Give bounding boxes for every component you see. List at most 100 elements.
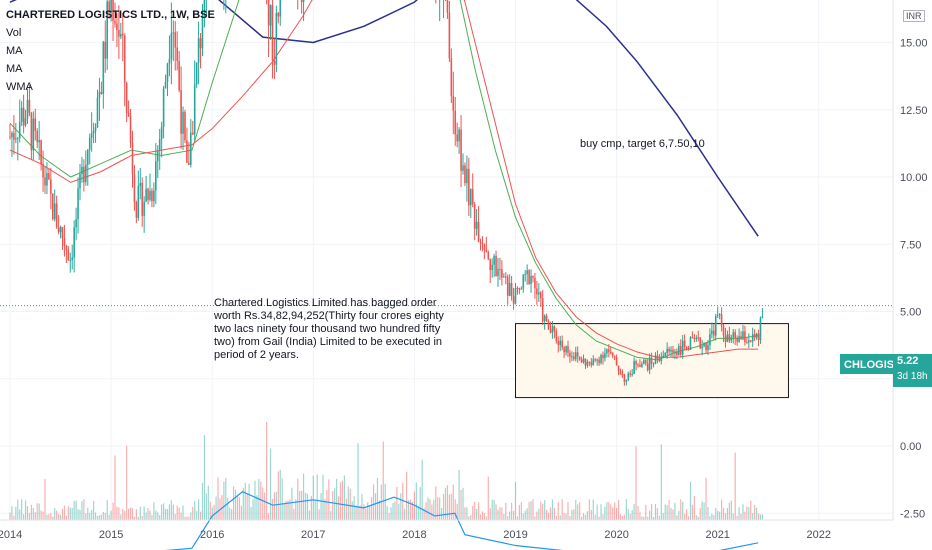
volume-bar: [320, 492, 322, 520]
candle-body: [448, 12, 451, 59]
volume-bar: [674, 502, 676, 520]
volume-bar: [357, 443, 359, 520]
volume-bar: [227, 497, 229, 520]
volume-bar: [137, 516, 139, 520]
candle-body: [127, 113, 130, 116]
volume-bar: [145, 512, 147, 520]
volume-bar: [396, 486, 398, 520]
candle-body: [693, 338, 696, 340]
candle-body: [504, 276, 507, 278]
volume-bar: [334, 487, 336, 520]
volume-bar: [75, 500, 77, 520]
candle-body: [650, 357, 653, 364]
candle-body: [588, 361, 591, 363]
volume-bar: [516, 516, 519, 520]
volume-bar: [285, 500, 287, 520]
volume-bar: [188, 516, 190, 520]
volume-bar: [639, 512, 641, 520]
candle-body: [77, 188, 79, 220]
candle-body: [147, 188, 149, 200]
volume-bar: [409, 499, 412, 520]
volume-bar: [744, 511, 746, 520]
candle-body: [689, 337, 692, 350]
volume-bar: [170, 500, 172, 520]
volume-bar: [102, 511, 104, 520]
price-tag-countdown: 3d 18h: [897, 371, 928, 382]
candle-body: [674, 351, 676, 353]
candle-body: [499, 268, 501, 270]
volume-bar: [267, 513, 270, 520]
legend-item-ma-2[interactable]: MA: [6, 63, 23, 75]
volume-bar: [452, 484, 454, 520]
legend-item-vol[interactable]: Vol: [6, 27, 22, 39]
volume-bar: [547, 512, 550, 520]
volume-bar: [584, 514, 587, 520]
candle-body: [149, 190, 151, 200]
volume-bar: [573, 509, 575, 520]
volume-bar: [501, 507, 503, 520]
candle-body: [506, 276, 509, 296]
volume-bar: [652, 516, 655, 520]
volume-bar: [582, 513, 585, 520]
volume-bar: [483, 512, 485, 520]
candle-body: [151, 190, 153, 202]
legend-item-wma[interactable]: WMA: [6, 81, 33, 93]
volume-bar: [314, 499, 316, 520]
volume-bar: [388, 513, 390, 520]
volume-bar: [168, 504, 171, 520]
volume-bar: [242, 487, 244, 520]
candle-body: [755, 333, 758, 338]
volume-bar: [415, 482, 417, 520]
volume-bar: [367, 502, 369, 520]
volume-bar: [748, 507, 750, 520]
candle-body: [713, 330, 715, 336]
legend-item-ma-1[interactable]: MA: [6, 45, 23, 57]
currency-label[interactable]: INR: [903, 10, 925, 22]
volume-bar: [402, 482, 404, 520]
volume-bar: [522, 513, 524, 520]
volume-bar: [30, 504, 32, 520]
candle-body: [670, 349, 672, 352]
volume-bar: [326, 490, 328, 520]
candle-body: [514, 287, 517, 304]
volume-bar: [159, 515, 161, 520]
price-candles: [9, 0, 764, 386]
candle-body: [584, 358, 587, 366]
volume-bar: [26, 506, 29, 520]
volume-bar: [174, 513, 176, 520]
volume-bar: [631, 510, 633, 520]
candle-body: [112, 0, 114, 21]
volume-bar: [196, 511, 198, 520]
volume-bar: [336, 478, 338, 520]
candle-body: [191, 132, 194, 135]
volume-bar: [54, 508, 56, 520]
candle-body: [639, 365, 641, 367]
y-tick-label: 15.00: [900, 38, 928, 50]
candle-body: [582, 358, 585, 363]
volume-bar: [232, 486, 235, 520]
candle-body: [549, 329, 552, 333]
volume-bar: [149, 510, 151, 520]
candle-body: [32, 118, 35, 151]
volume-bar: [71, 508, 73, 520]
candle-body: [48, 173, 50, 180]
x-tick-label: 2021: [705, 529, 729, 541]
candle-body: [26, 99, 29, 119]
candle-body: [530, 275, 532, 284]
candle-body: [596, 359, 598, 361]
volume-bar: [536, 511, 538, 520]
candle-body: [565, 346, 567, 353]
volume-bar: [728, 502, 730, 520]
volume-bar: [234, 489, 237, 520]
candle-body: [732, 332, 735, 338]
volume-bar: [77, 509, 79, 520]
volume-bar: [308, 510, 311, 520]
volume-bar: [454, 499, 456, 520]
volume-bar: [392, 502, 394, 520]
candle-body: [598, 359, 600, 363]
volume-bar: [460, 490, 462, 520]
volume-bar: [347, 486, 349, 520]
candle-body: [516, 287, 519, 289]
candle-body: [22, 107, 25, 126]
